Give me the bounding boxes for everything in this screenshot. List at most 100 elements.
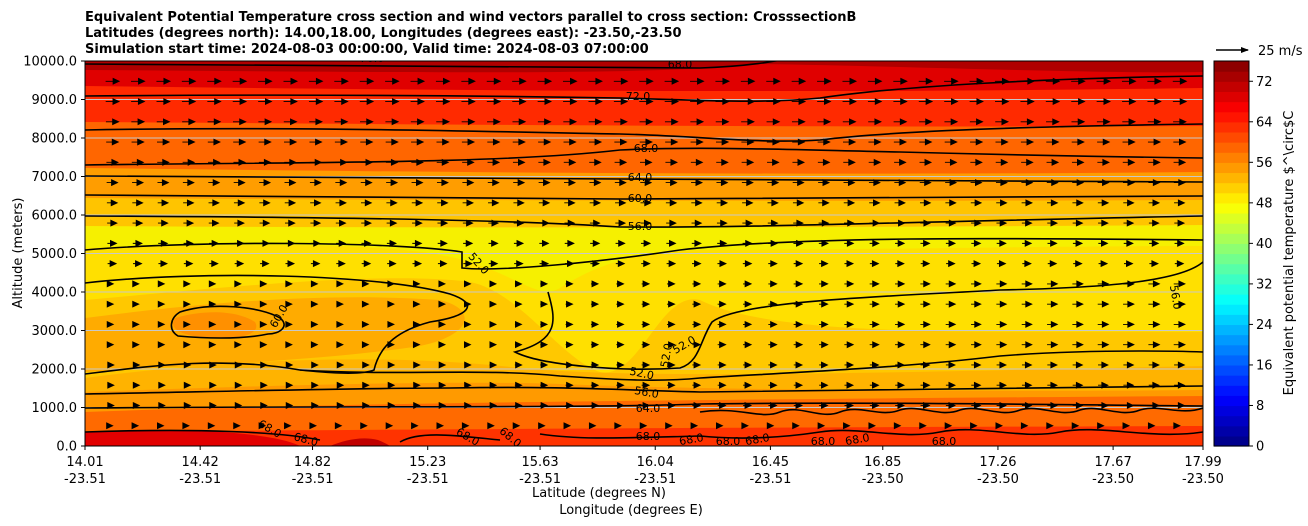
wind-vector-arrow — [717, 361, 727, 369]
wind-vector-arrow — [918, 77, 934, 85]
wind-vector-arrow — [715, 77, 730, 85]
wind-vector-arrow — [895, 381, 906, 389]
wind-vector-arrow — [107, 361, 115, 369]
wind-vector-arrow — [311, 361, 319, 369]
wind-vector-arrow — [156, 118, 171, 126]
wind-vector-arrow — [234, 341, 242, 349]
wind-vector-arrow — [537, 98, 553, 106]
wind-vector-arrow — [1072, 219, 1084, 227]
wind-vector-arrow — [589, 179, 602, 187]
x-tick-label-latitude: 17.99 — [1184, 455, 1221, 470]
wind-vector-arrow — [540, 300, 549, 308]
wind-vector-arrow — [791, 77, 807, 85]
wind-vector-arrow — [258, 422, 267, 430]
wind-vector-arrow — [260, 381, 268, 389]
wind-vector-arrow — [1072, 280, 1084, 288]
wind-vector-arrow — [131, 118, 146, 126]
wind-vector-arrow — [387, 381, 396, 389]
wind-vector-arrow — [463, 260, 473, 268]
wind-vector-arrow — [540, 341, 549, 349]
colorbar-segment — [1214, 354, 1249, 366]
wind-vector-arrow — [462, 179, 475, 187]
wind-vector-arrow — [817, 138, 831, 146]
wind-vector-arrow — [1047, 280, 1059, 288]
wind-vector-arrow — [436, 118, 451, 126]
wind-vector-arrow — [131, 138, 145, 146]
wind-vector-arrow — [995, 118, 1010, 126]
wind-vector-arrow — [462, 199, 474, 207]
contour-72 — [85, 75, 1203, 102]
wind-vector-arrow — [920, 320, 931, 328]
wind-vector-arrow — [387, 320, 395, 328]
wind-vector-arrow — [819, 260, 829, 268]
wind-vector-arrow — [132, 381, 141, 389]
colorbar-segment — [1214, 304, 1249, 315]
wind-vector-arrow — [310, 199, 322, 207]
wind-vector-arrow — [1174, 199, 1186, 207]
wind-vector-arrow — [1122, 158, 1136, 166]
wind-vector-arrow — [1047, 361, 1058, 369]
wind-vector-arrow — [742, 199, 754, 207]
wind-vector-arrow — [692, 320, 702, 328]
wind-vector-arrow — [234, 320, 242, 328]
wind-vector-arrow — [971, 239, 982, 247]
wind-vector-arrow — [310, 341, 319, 349]
wind-vector-arrow — [438, 381, 447, 389]
wind-vector-arrow — [869, 361, 880, 369]
wind-vector-arrow — [412, 219, 423, 227]
wind-vector-arrow — [996, 260, 1007, 268]
wind-vector-arrow — [411, 199, 424, 207]
wind-vector-arrow — [486, 98, 502, 106]
wind-vector-arrow — [386, 179, 399, 187]
wind-vector-arrow — [361, 341, 370, 349]
wind-vector-arrow — [842, 98, 857, 106]
wind-vector-arrow — [538, 179, 551, 187]
wind-vector-arrow — [486, 77, 502, 85]
wind-vector-arrow — [945, 341, 957, 349]
wind-vector-arrow — [971, 381, 982, 389]
wind-vector-arrow — [1123, 260, 1134, 268]
wind-vector-arrow — [615, 239, 626, 247]
wind-vector-arrow — [1047, 239, 1058, 247]
wind-vector-arrow — [132, 179, 145, 187]
wind-vector-arrow — [183, 341, 191, 349]
wind-vector-arrow — [487, 179, 500, 187]
wind-vector-arrow — [869, 260, 880, 268]
wind-vector-arrow — [156, 138, 171, 146]
wind-vector-arrow — [715, 422, 724, 430]
wind-vector-arrow — [615, 219, 627, 227]
wind-vector-arrow — [361, 300, 370, 308]
wind-vector-arrow — [740, 77, 756, 85]
wind-vector-arrow — [843, 158, 856, 166]
wind-vector-arrow — [385, 138, 399, 146]
wind-vector-arrow — [538, 199, 551, 207]
wind-vector-arrow — [1071, 98, 1086, 106]
wind-vector-arrow — [715, 118, 730, 126]
contour-label: 76.0 — [360, 52, 385, 65]
wind-vector-arrow — [920, 280, 931, 288]
wind-vector-arrow — [233, 179, 246, 187]
wind-vector-arrow — [385, 98, 400, 106]
wind-vector-arrow — [666, 280, 676, 288]
wind-vector-arrow — [309, 422, 317, 430]
wind-vector-arrow — [641, 280, 651, 288]
wind-vector-arrow — [996, 320, 1008, 328]
wind-vector-arrow — [819, 320, 829, 328]
wind-vector-arrow — [463, 320, 472, 328]
wind-vector-arrow — [438, 361, 447, 369]
wind-vector-arrow — [639, 77, 654, 85]
wind-vector-arrow — [895, 280, 906, 288]
wind-vector-arrow — [209, 260, 219, 268]
contour-64 — [85, 175, 1203, 183]
wind-vector-arrow — [563, 158, 577, 166]
wind-vector-arrow — [132, 300, 140, 308]
colorbar-tick-label: 40 — [1256, 237, 1273, 252]
wind-vector-arrow — [590, 260, 600, 268]
wind-vector-arrow — [182, 422, 190, 430]
wind-vector-arrow — [944, 158, 958, 166]
wind-vector-arrow — [692, 280, 702, 288]
wind-vector-arrow — [538, 138, 552, 146]
contour-68 — [85, 147, 1203, 166]
wind-vector-arrow — [842, 77, 858, 85]
wind-vector-arrow — [563, 422, 572, 430]
